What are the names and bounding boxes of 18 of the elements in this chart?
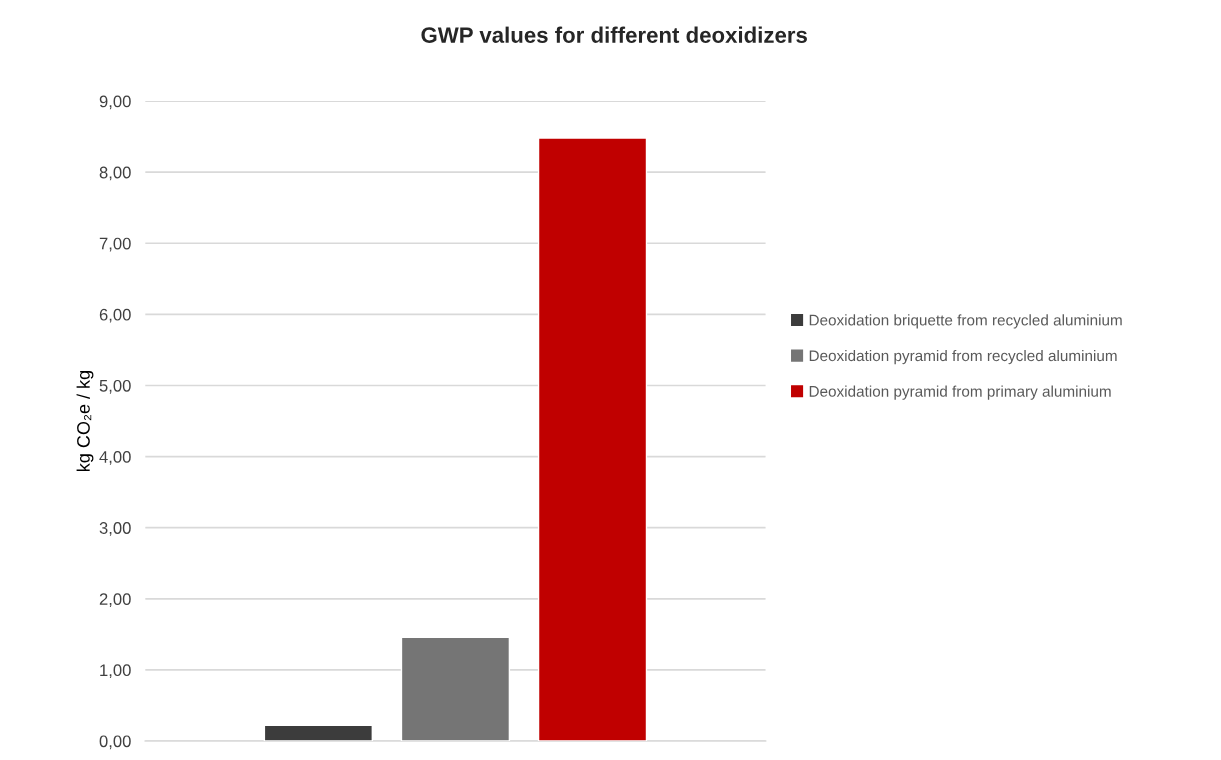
bar [400,636,511,741]
bar [537,137,648,741]
legend-label: Deoxidation pyramid from recycled aluminium [809,349,1117,365]
y-tick-label: 0,00 [99,735,131,750]
y-tick-label: 9,00 [99,95,131,110]
y-tick-label: 7,00 [99,237,131,252]
y-tick-label: 3,00 [99,522,131,536]
y-tick-label: 5,00 [99,379,131,394]
legend-label: Deoxidation briquette from recycled aluminium [809,314,1122,329]
y-axis-title: kg CO₂e / kg [76,371,94,471]
legend-label: Deoxidation pyramid from primary aluminium [809,385,1111,400]
y-tick-label: 6,00 [99,308,131,323]
y-tick-label: 8,00 [99,166,131,181]
y-tick-label: 1,00 [100,664,131,679]
y-tick-label: 4,00 [99,450,131,465]
bar [263,724,374,741]
y-tick-label: 2,00 [99,593,131,607]
chart-title: GWP values for different deoxidizers [421,26,807,43]
